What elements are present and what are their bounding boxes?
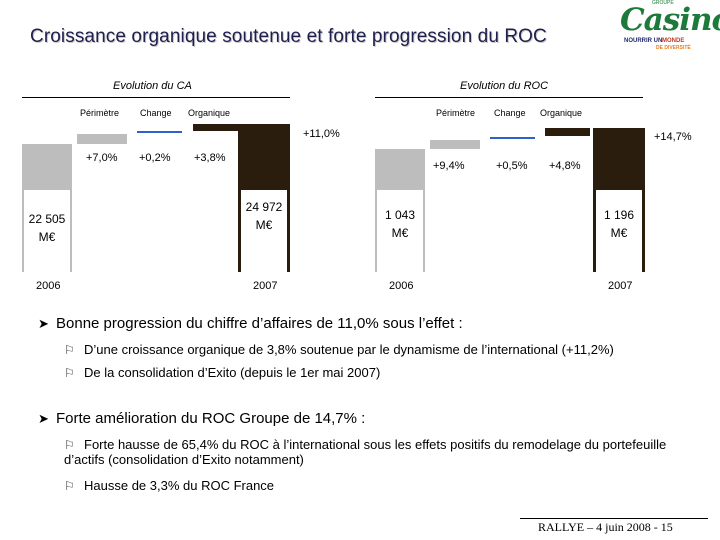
- flag-bullet-icon: ⚐: [64, 438, 75, 452]
- bullet-ca: ➤ Bonne progression du chiffre d’affaires…: [38, 315, 463, 332]
- chart-roc-end-year: 2007: [608, 280, 633, 292]
- chart-roc-step-organique: +4,8%: [549, 160, 581, 172]
- chart-ca-legend-organique: Organique: [188, 108, 231, 118]
- chart-ca-change-bar: [137, 131, 182, 133]
- chart-roc-perimetre-bar: [430, 140, 480, 149]
- chart-ca-organique-bar: [193, 124, 238, 131]
- flag-bullet-icon: ⚐: [64, 343, 75, 357]
- sub-bullet-exito: ⚐ De la consolidation d’Exito (depuis le …: [64, 365, 704, 380]
- logo-brand: Casino: [620, 2, 720, 38]
- chart-roc-organique-bar: [545, 128, 590, 136]
- sub-bullet-organique: ⚐ D’une croissance organique de 3,8% sout…: [64, 342, 704, 357]
- chart-ca-total-growth: +11,0%: [303, 128, 340, 140]
- sub-bullet-exito-text: De la consolidation d’Exito (depuis le 1…: [84, 365, 381, 380]
- chart-roc-legend-change: Change: [494, 108, 526, 118]
- chart-ca-end-year: 2007: [253, 280, 278, 292]
- chart-ca-end-value: 24 972 M€: [245, 200, 283, 232]
- chart-roc-title-rule: [375, 97, 643, 98]
- chart-roc-step-change: +0,5%: [496, 160, 528, 172]
- sub-bullet-organique-text: D’une croissance organique de 3,8% soute…: [84, 342, 614, 357]
- flag-bullet-icon: ⚐: [64, 479, 75, 493]
- footer-text: RALLYE – 4 juin 2008 - 15: [538, 520, 673, 534]
- chart-roc-step-perimetre: +9,4%: [433, 160, 465, 172]
- arrow-bullet-icon: ➤: [38, 411, 49, 426]
- casino-logo: GROUPE Casino NOURRIR UN MONDE DE DIVERS…: [614, 0, 720, 52]
- chart-roc-title: Evolution du ROC: [460, 80, 549, 92]
- chart-roc-legend-organique: Organique: [540, 108, 583, 118]
- chart-ca-perimetre-bar: [77, 134, 127, 144]
- footer-rule: [520, 518, 708, 519]
- logo-tagline-b: MONDE: [662, 38, 685, 44]
- chart-ca-title: Evolution du CA: [113, 80, 192, 92]
- logo-groupe: GROUPE: [652, 0, 674, 6]
- chart-roc-change-bar: [490, 137, 535, 139]
- chart-roc-start-value: 1 043 M€: [384, 208, 416, 240]
- chart-ca-legend-change: Change: [140, 108, 172, 118]
- chart-ca-legend-perimetre: Périmètre: [80, 108, 120, 118]
- chart-ca-start-year: 2006: [36, 280, 61, 292]
- bullet-roc-text: Forte amélioration du ROC Groupe de 14,7…: [56, 410, 366, 427]
- chart-roc-start-year: 2006: [389, 280, 414, 292]
- sub-bullet-international: ⚐ Forte hausse de 65,4% du ROC à l’intern…: [64, 437, 684, 467]
- slide-title: Croissance organique soutenue et forte p…: [30, 26, 547, 47]
- chart-roc-total-growth: +14,7%: [654, 131, 692, 143]
- chart-ca-start-value: 22 505 M€: [28, 212, 66, 244]
- chart-roc-legend-perimetre: Périmètre: [436, 108, 476, 118]
- chart-ca-title-rule: [22, 97, 290, 98]
- flag-bullet-icon: ⚐: [64, 366, 75, 380]
- bullet-ca-text: Bonne progression du chiffre d’affaires …: [56, 315, 463, 332]
- sub-bullet-france: ⚐ Hausse de 3,3% du ROC France: [64, 478, 684, 493]
- sub-bullet-international-text: Forte hausse de 65,4% du ROC à l’interna…: [64, 437, 667, 467]
- sub-bullet-france-text: Hausse de 3,3% du ROC France: [84, 478, 275, 493]
- arrow-bullet-icon: ➤: [38, 316, 49, 331]
- logo-tagline-a: NOURRIR UN: [624, 38, 663, 44]
- logo-tagline-c: DE DIVERSITÉ: [656, 45, 691, 51]
- chart-roc-end-value: 1 196 M€: [603, 208, 635, 240]
- bullet-roc: ➤ Forte amélioration du ROC Groupe de 14,…: [38, 410, 365, 427]
- chart-ca-step-change: +0,2%: [139, 152, 171, 164]
- chart-ca-step-organique: +3,8%: [194, 152, 226, 164]
- chart-ca-step-perimetre: +7,0%: [86, 152, 118, 164]
